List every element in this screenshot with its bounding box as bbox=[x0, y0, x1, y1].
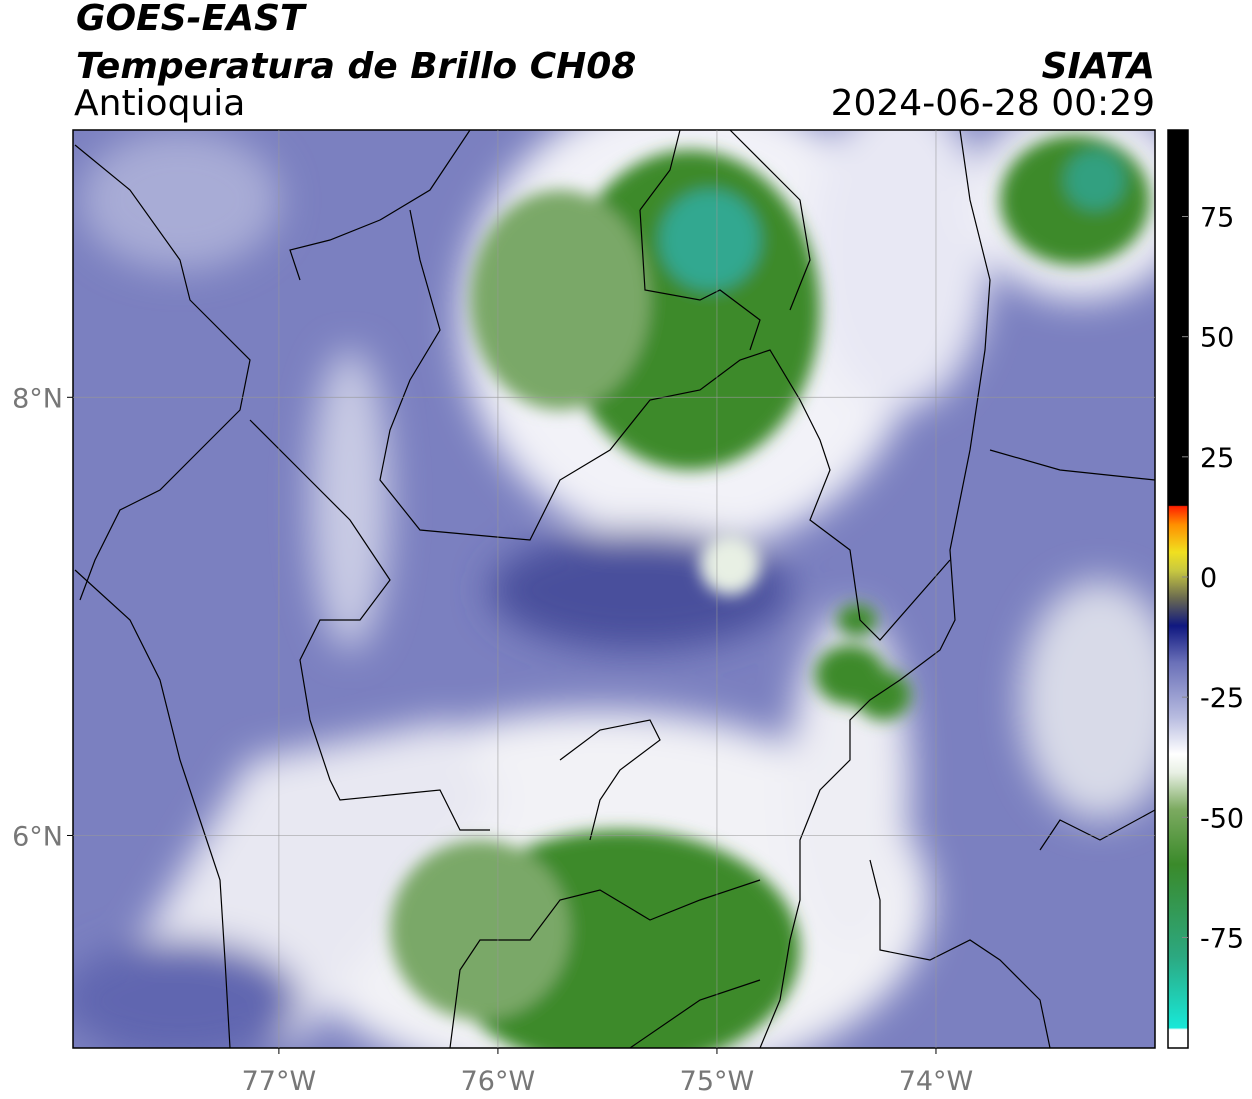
y-tick-label: 8°N bbox=[12, 383, 63, 414]
colorbar-tick-label: 50 bbox=[1200, 323, 1234, 354]
colorbar-tick-label: 75 bbox=[1200, 203, 1234, 234]
subtitle: Temperatura de Brillo CH08 bbox=[76, 46, 636, 87]
map-frame bbox=[72, 129, 1156, 1049]
colorbar-tick-label: 0 bbox=[1200, 563, 1217, 594]
x-tick-label: 74°W bbox=[899, 1066, 974, 1097]
x-tick-label: 76°W bbox=[461, 1066, 536, 1097]
colorbar-tick-label: 25 bbox=[1200, 443, 1234, 474]
title: GOES-EAST bbox=[76, 0, 307, 39]
x-tick-label: 77°W bbox=[242, 1066, 317, 1097]
x-tick-label: 75°W bbox=[680, 1066, 755, 1097]
colorbar-tick-label: -75 bbox=[1200, 923, 1244, 954]
map-image bbox=[73, 130, 1155, 1048]
y-tick-label: 6°N bbox=[12, 821, 63, 852]
colorbar-tick-label: -50 bbox=[1200, 803, 1244, 834]
colorbar bbox=[1167, 129, 1189, 1049]
datetime: 2024-06-28 00:29 bbox=[831, 83, 1155, 124]
colorbar-tick-label: -25 bbox=[1200, 683, 1244, 714]
source: SIATA bbox=[1042, 46, 1155, 87]
region: Antioquia bbox=[74, 83, 245, 124]
